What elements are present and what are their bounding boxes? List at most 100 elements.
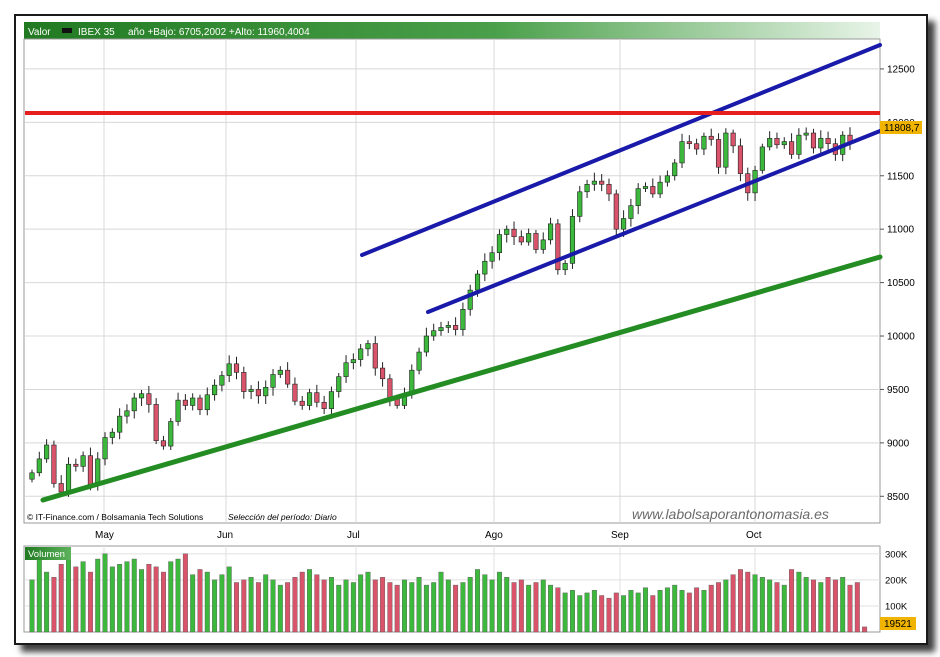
candle-body [555,223,561,271]
volume-bar [409,582,415,633]
channel-upper-line [360,43,882,257]
watermark-text: www.labolsaporantonomasia.es [632,506,829,522]
volume-bar [781,584,787,633]
ibex35-chart: Valor IBEX 35 año +Bajo: 6705,2002 +Alto… [23,22,922,633]
candle-body [299,400,305,406]
candle-body [292,383,298,402]
volume-bar [336,584,342,633]
volume-bar [321,579,327,633]
volume-bar [372,579,378,633]
candle-body [350,359,356,364]
volume-bar [44,571,50,633]
volume-bar [109,566,115,633]
candle-body [737,145,744,174]
candle-body [146,393,152,405]
candle-body [423,335,429,353]
volume-bar [438,571,444,633]
candle-body [628,205,634,219]
volume-bar [635,592,641,633]
month-label: Jun [217,530,233,541]
volume-bar [146,564,152,633]
volume-bar [657,590,663,633]
volume-bar [496,571,502,633]
candle-body [416,351,422,371]
candle-body [387,378,393,399]
candle-body [255,389,261,397]
candle-body [518,236,524,243]
volume-bar [730,574,736,633]
candle-body [263,387,269,397]
volume-bar [759,577,765,633]
candle-body [36,458,42,474]
candle-body [562,263,568,271]
candle-body [759,146,765,171]
volume-bar [555,587,561,633]
volume-bar [723,579,729,633]
candle-body [336,376,342,392]
month-label: May [95,530,114,541]
candle-body [533,233,539,250]
volume-bar [854,582,860,633]
volume-bar [226,566,232,633]
volume-bar [716,582,721,633]
volume-bar [36,553,42,633]
month-label: Ago [485,530,503,541]
header-stats: año +Bajo: 6705,2002 +Alto: 11960,4004 [128,27,310,38]
volume-bar [613,592,619,633]
volume-bar [387,582,393,633]
candle-body [635,188,641,206]
candle-body [372,343,378,369]
candle-body [715,139,722,168]
candle-body [489,252,495,262]
volume-bar [526,584,532,633]
volume-label-band [25,547,71,560]
price-pane [23,38,881,524]
volume-bar [285,582,291,633]
volume-bar [248,577,254,633]
volume-bar [380,577,386,633]
volume-bar [153,566,159,633]
volume-bar [358,574,364,633]
volume-tick-label: 200K [885,575,908,586]
volume-bar [453,584,459,633]
candle-body [445,325,451,328]
volume-bar [131,558,137,633]
candle-body [80,455,86,467]
header-label: Valor [28,27,51,38]
candle-body [803,132,809,136]
price-tick-label: 10500 [887,278,915,289]
candle-body [679,141,685,164]
volume-bar [518,579,524,633]
candle-body [204,394,210,411]
volume-bar [832,579,838,633]
candle-body [569,216,576,264]
volume-tick-label: 300K [885,549,908,560]
volume-bar [591,590,597,633]
volume-bar [117,564,123,633]
candle-body [328,391,335,409]
candle-body [774,138,780,146]
volume-bar [460,582,466,633]
volume-bar [504,577,510,633]
candle-body [431,330,437,337]
volume-bar [694,587,700,633]
volume-bar [540,579,546,633]
candle-body [226,363,232,376]
volume-y-axis: 100K 200K 300K [885,549,908,612]
volume-bar [606,597,612,633]
volume-bar [745,571,751,633]
volume-bar [737,569,743,633]
candle-body [708,135,714,140]
candle-body [117,415,123,433]
volume-bar [219,574,225,633]
candle-body [694,143,700,150]
volume-last-label: 19521 [884,619,912,630]
volume-bar [124,561,130,633]
volume-bar [182,553,188,633]
header-band [24,22,880,39]
candle-body [241,372,247,392]
volume-bar [467,577,473,633]
volume-bar [80,561,86,633]
volume-bar [650,595,656,633]
volume-bar [416,577,422,633]
